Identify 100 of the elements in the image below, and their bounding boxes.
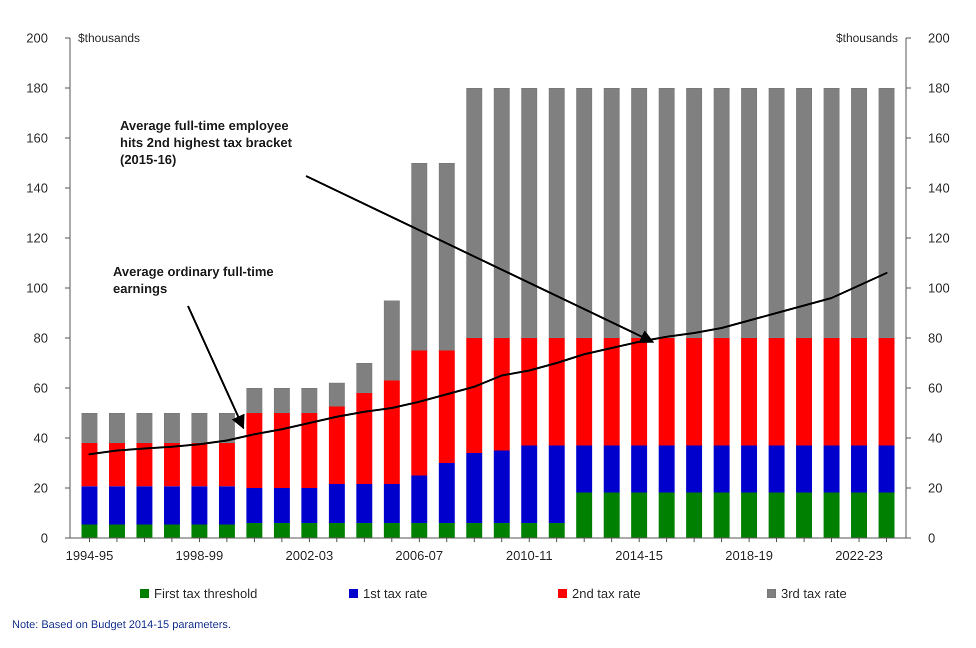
bar xyxy=(81,524,98,538)
bar xyxy=(438,523,455,538)
bar xyxy=(328,484,345,523)
bar xyxy=(246,488,262,523)
y-tick-label: 60 xyxy=(34,380,48,396)
bar xyxy=(246,413,262,488)
bar xyxy=(494,450,510,523)
bar xyxy=(658,338,675,446)
bar xyxy=(466,453,482,523)
bar xyxy=(576,446,592,492)
y2-tick-label: 120 xyxy=(928,230,950,246)
bar xyxy=(438,463,455,523)
bar xyxy=(191,486,208,524)
bar xyxy=(301,413,318,488)
y-tick-label: 140 xyxy=(26,180,48,196)
bar xyxy=(356,484,372,523)
bar xyxy=(741,492,758,538)
bar xyxy=(411,163,428,350)
text: Note: Based on Budget 2014-15 parameters. xyxy=(12,619,231,631)
x-tick-label: 2014-15 xyxy=(615,548,664,563)
bar xyxy=(136,486,152,524)
bar xyxy=(136,443,152,486)
bar xyxy=(136,524,152,538)
bar xyxy=(164,443,180,486)
bar xyxy=(604,88,620,338)
bar xyxy=(741,338,758,446)
bar xyxy=(824,492,840,538)
bar xyxy=(218,413,235,443)
bar xyxy=(658,446,675,492)
y2-tick-label: 180 xyxy=(928,80,950,96)
y-tick-label: 120 xyxy=(26,230,48,246)
bar xyxy=(796,492,812,538)
bar xyxy=(686,446,702,492)
y-axis-title: $thousands xyxy=(78,31,140,46)
bar xyxy=(631,338,648,446)
y-tick-label: 100 xyxy=(26,280,48,296)
bar xyxy=(164,413,180,443)
bar xyxy=(851,446,868,492)
bar xyxy=(631,446,648,492)
bar xyxy=(741,88,758,338)
x-tick-label: 2022-23 xyxy=(835,548,883,563)
y2-tick-label: 200 xyxy=(928,30,950,46)
bar xyxy=(796,338,812,446)
y-tick-label: 40 xyxy=(34,430,48,446)
bar xyxy=(824,338,840,446)
bar xyxy=(384,380,400,484)
bar xyxy=(576,88,592,338)
bar xyxy=(576,492,592,538)
x-tick-label: 2010-11 xyxy=(506,548,553,563)
bar xyxy=(356,363,372,393)
bar xyxy=(328,406,345,484)
bar xyxy=(356,393,372,484)
bar xyxy=(466,338,482,453)
bar xyxy=(686,338,702,446)
y-tick-label: 80 xyxy=(34,330,48,346)
bar xyxy=(274,488,290,523)
bar xyxy=(108,524,125,538)
bar xyxy=(218,486,235,524)
bar xyxy=(768,88,785,338)
y-tick-label: 180 xyxy=(26,80,48,96)
bar xyxy=(796,88,812,338)
bar xyxy=(548,523,565,538)
bar xyxy=(631,492,648,538)
y-tick-label: 0 xyxy=(40,530,48,546)
bar xyxy=(301,488,318,523)
bar xyxy=(576,338,592,446)
bar xyxy=(878,338,895,446)
bar xyxy=(301,523,318,538)
bar xyxy=(191,413,208,443)
bar xyxy=(494,338,510,450)
bar xyxy=(466,88,482,338)
bar xyxy=(521,88,538,338)
bar xyxy=(851,492,868,538)
bar xyxy=(604,492,620,538)
y2-tick-label: 20 xyxy=(928,480,942,496)
y-tick-label: 20 xyxy=(34,480,48,496)
bar xyxy=(164,486,180,524)
bar xyxy=(548,88,565,338)
bar xyxy=(851,338,868,446)
bar xyxy=(548,338,565,446)
x-tick-label: 1998-99 xyxy=(176,548,224,563)
bar xyxy=(218,524,235,538)
bar xyxy=(356,523,372,538)
bar xyxy=(108,486,125,524)
bar xyxy=(768,492,785,538)
bar xyxy=(658,88,675,338)
legend-label: 3rd tax rate xyxy=(781,586,847,601)
bar xyxy=(108,413,125,443)
bar xyxy=(604,446,620,492)
bar xyxy=(714,492,730,538)
bar xyxy=(164,524,180,538)
bar xyxy=(604,338,620,446)
bar xyxy=(191,524,208,538)
y2-axis-title: $thousands xyxy=(836,31,898,46)
bar xyxy=(686,88,702,338)
annotation: Average full-time employee hits 2nd highest tax bracket (2015-16) xyxy=(120,118,293,167)
bar xyxy=(274,523,290,538)
bar xyxy=(328,382,345,406)
bar xyxy=(768,446,785,492)
bar xyxy=(384,523,400,538)
